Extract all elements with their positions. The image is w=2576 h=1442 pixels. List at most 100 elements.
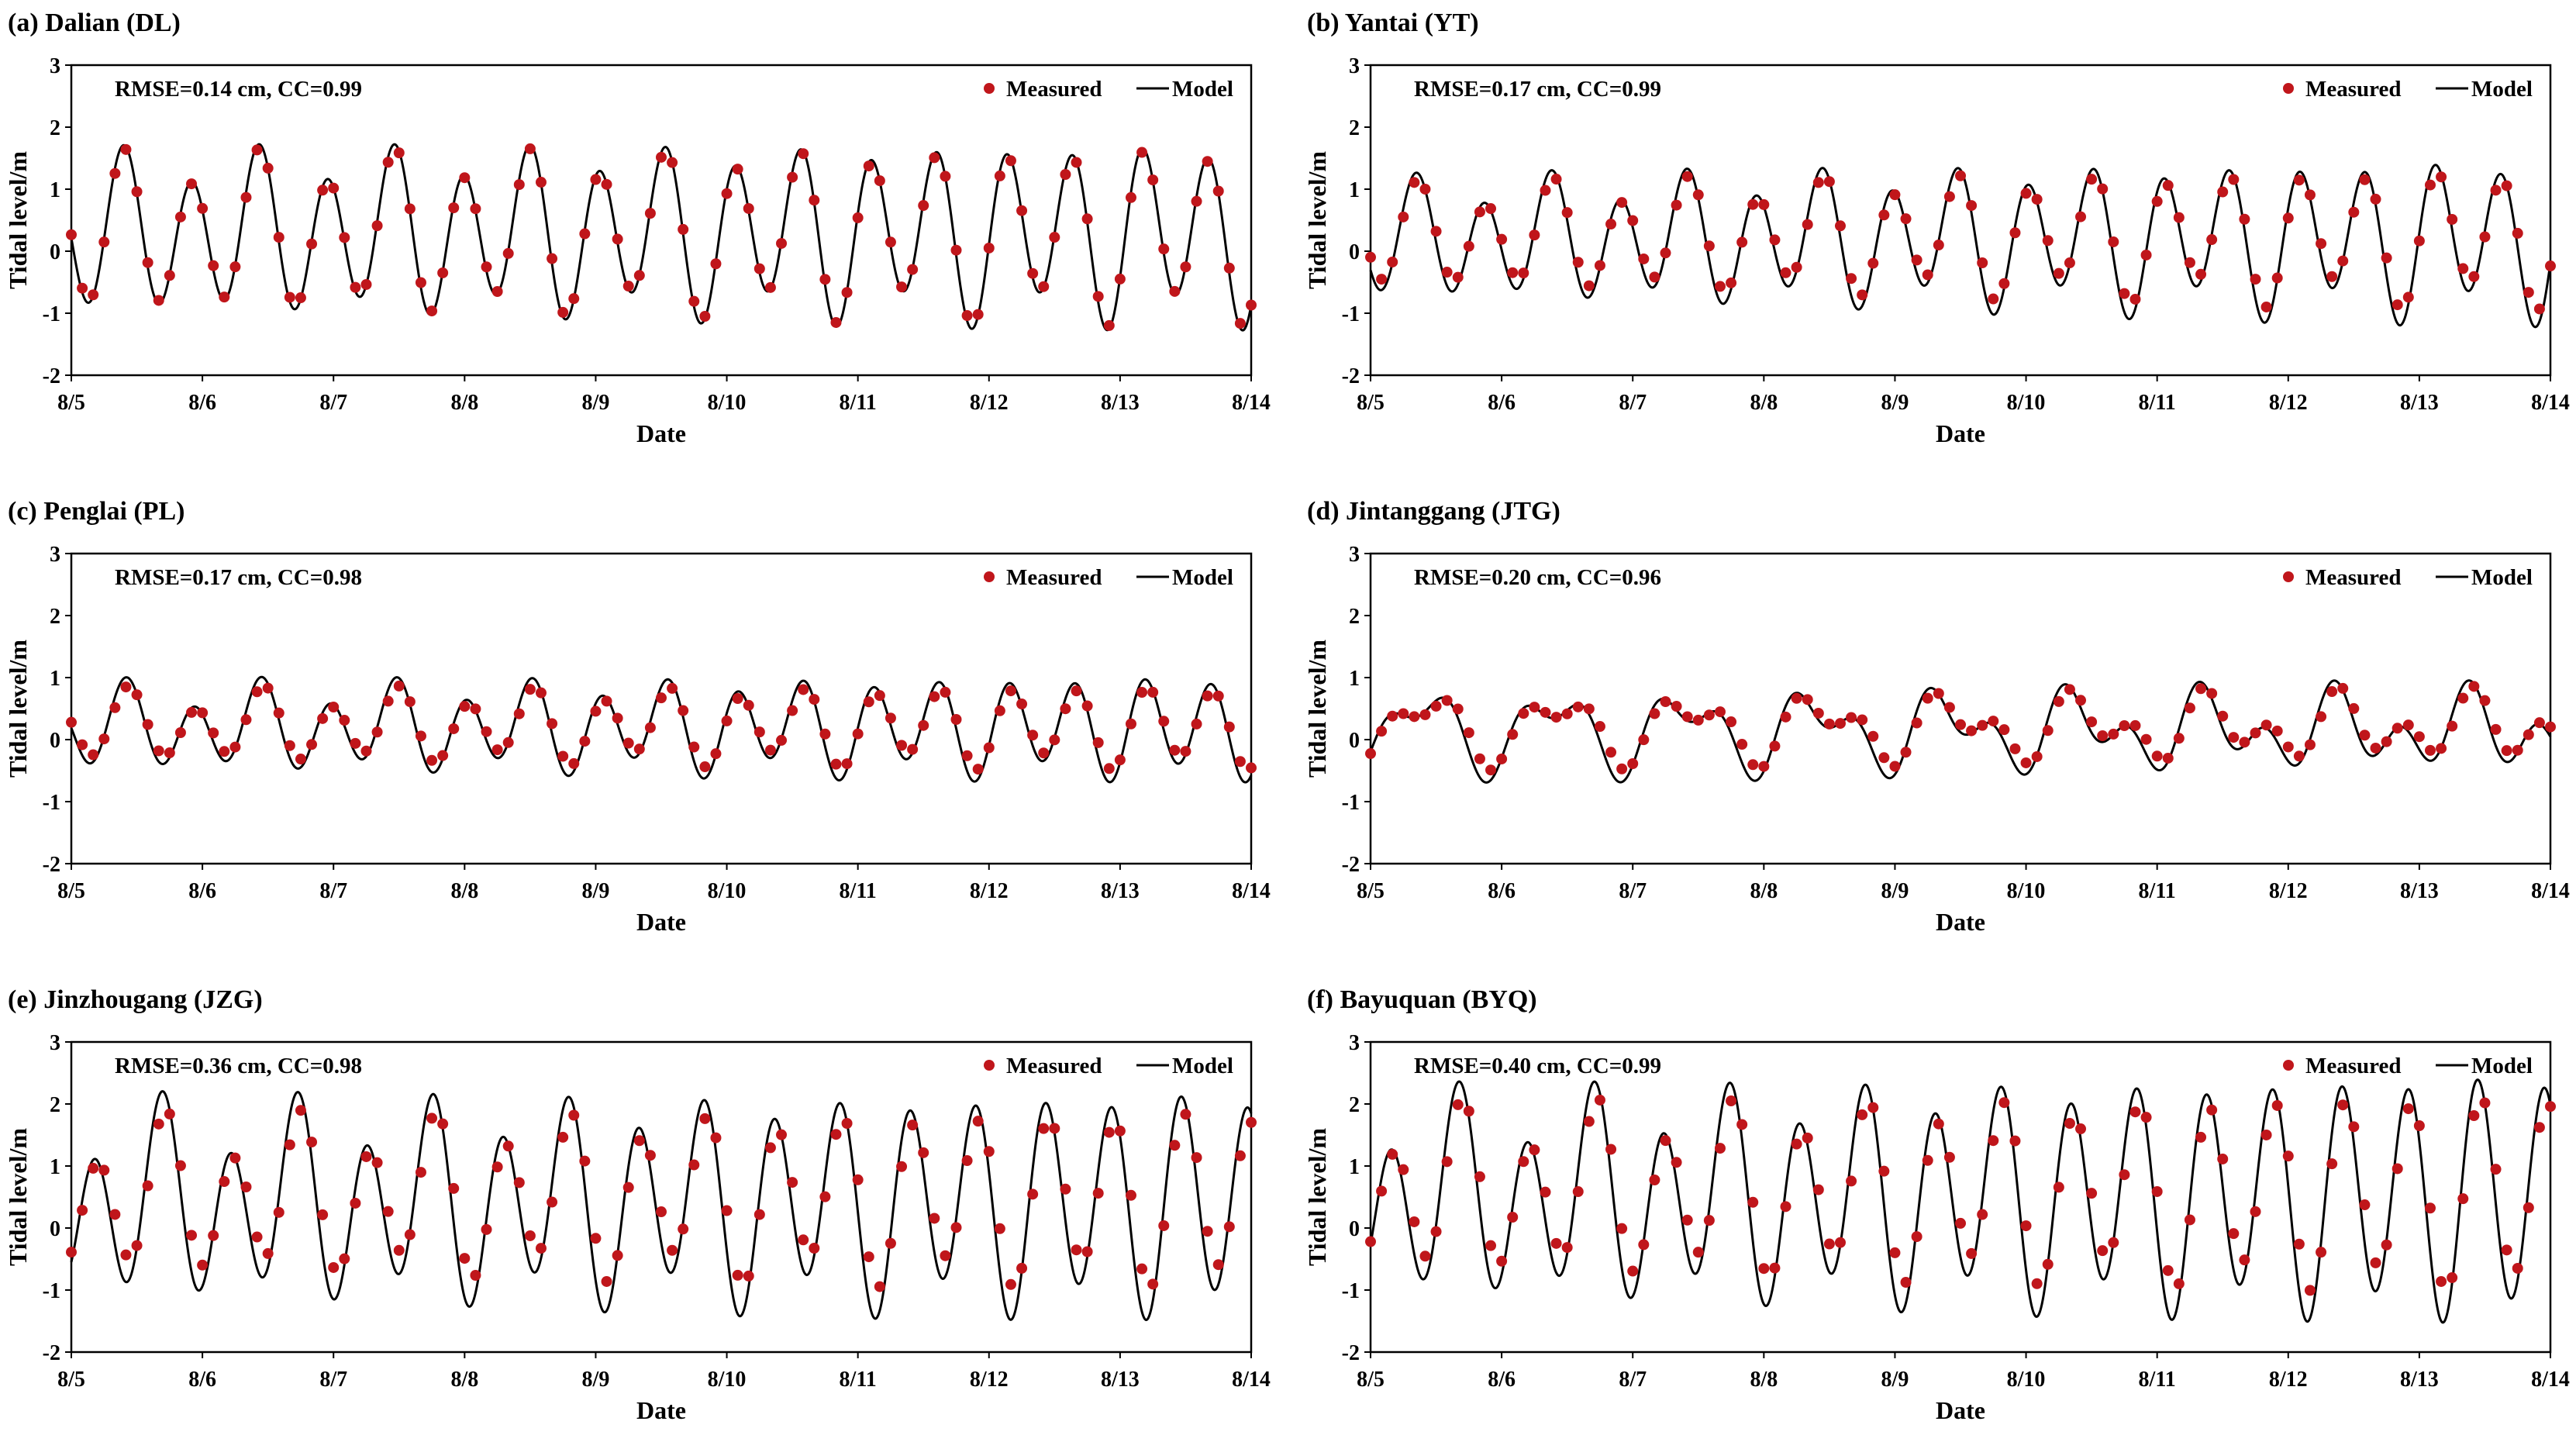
x-tick-label: 8/5 [1357, 879, 1385, 903]
measured-point [994, 1223, 1005, 1234]
measured-point [2447, 1272, 2458, 1284]
measured-point [1692, 714, 1704, 726]
measured-point [1857, 714, 1868, 726]
x-tick-label: 8/9 [582, 391, 610, 415]
measured-point [88, 289, 99, 301]
measured-point [426, 305, 438, 317]
measured-point [633, 270, 645, 281]
measured-point [229, 261, 241, 273]
measured-point [918, 1147, 929, 1158]
legend-measured-label: Measured [1006, 565, 1102, 590]
x-tick-label: 8/10 [2007, 391, 2046, 415]
y-tick-label: 1 [1349, 178, 1360, 202]
measured-point [579, 736, 591, 747]
measured-point [601, 695, 612, 707]
x-tick-label: 8/10 [2007, 879, 2046, 903]
measured-point [328, 701, 340, 712]
y-tick-label: 2 [1349, 605, 1360, 629]
legend-measured-marker [984, 83, 995, 94]
panel-title: (c) Penglai (PL) [8, 497, 185, 526]
measured-point [809, 1242, 820, 1254]
measured-point [1125, 191, 1136, 203]
measured-point [415, 1167, 426, 1178]
measured-point [2436, 171, 2447, 183]
measured-point [601, 178, 612, 190]
measured-point [2250, 1206, 2261, 1217]
measured-point [2217, 1153, 2229, 1164]
measured-point [612, 712, 623, 724]
measured-point [1071, 157, 1082, 168]
measured-point [229, 741, 241, 753]
y-tick-label: 2 [1349, 116, 1360, 140]
legend-measured-label: Measured [2305, 77, 2402, 102]
legend-model-label: Model [1172, 1054, 1233, 1078]
measured-point [1638, 734, 1650, 746]
measured-point [1180, 1109, 1191, 1120]
measured-point [547, 1196, 558, 1208]
measured-point [841, 758, 853, 770]
measured-point [1234, 318, 1246, 329]
measured-point [2151, 1185, 2163, 1197]
measured-point [2523, 287, 2534, 298]
measured-point [2239, 1254, 2250, 1266]
measured-point [568, 757, 580, 769]
measured-point [819, 1191, 831, 1202]
measured-point [1430, 1226, 1442, 1237]
measured-point [1933, 240, 1944, 251]
measured-point [481, 1223, 492, 1235]
measured-point [350, 1197, 361, 1209]
measured-point [2162, 752, 2174, 764]
measured-point [874, 175, 885, 187]
measured-point [2173, 212, 2185, 223]
measured-point [2479, 695, 2491, 706]
stats-annotation: RMSE=0.17 cm, CC=0.98 [115, 565, 362, 590]
measured-point [1988, 293, 1999, 305]
measured-point [1136, 1263, 1148, 1275]
measured-point [776, 237, 788, 249]
measured-point [547, 718, 558, 730]
measured-point [2173, 733, 2185, 744]
measured-point [699, 1113, 711, 1124]
x-tick-label: 8/12 [2269, 879, 2308, 903]
measured-point [972, 309, 984, 320]
measured-point [863, 160, 874, 172]
y-tick-label: -1 [43, 302, 60, 326]
measured-point [1988, 716, 1999, 727]
measured-point [1485, 1240, 1497, 1251]
measured-point [1485, 764, 1497, 776]
measured-point [1147, 174, 1159, 186]
measured-point [2348, 206, 2360, 218]
measured-point [2075, 1123, 2087, 1135]
measured-point [448, 723, 460, 734]
x-tick-label: 8/11 [2139, 391, 2176, 415]
measured-point [841, 287, 853, 298]
stats-annotation: RMSE=0.20 cm, CC=0.96 [1414, 565, 1661, 590]
measured-point [2501, 180, 2512, 191]
x-tick-label: 8/6 [188, 391, 216, 415]
measured-point [2337, 1099, 2349, 1111]
measured-point [1016, 699, 1028, 710]
measured-point [2370, 742, 2381, 754]
measured-point [317, 712, 329, 724]
measured-point [2490, 1164, 2502, 1175]
measured-point [2151, 195, 2163, 207]
y-tick-label: 1 [50, 1155, 60, 1179]
measured-point [1419, 1251, 1431, 1262]
measured-point [2370, 193, 2381, 205]
measured-point [732, 1269, 743, 1281]
measured-point [1791, 1138, 1802, 1150]
measured-point [1726, 277, 1737, 288]
measured-series [66, 680, 1257, 775]
measured-point [502, 1140, 514, 1152]
measured-point [841, 1118, 853, 1130]
measured-point [1867, 257, 1879, 269]
measured-point [1365, 251, 1376, 263]
measured-point [339, 715, 350, 726]
measured-point [1943, 1151, 1955, 1163]
measured-point [1561, 1242, 1573, 1254]
measured-point [1823, 718, 1835, 730]
plot-frame [1369, 64, 2552, 377]
measured-point [1365, 748, 1376, 760]
measured-point [1933, 688, 1944, 699]
measured-point [1081, 700, 1093, 712]
